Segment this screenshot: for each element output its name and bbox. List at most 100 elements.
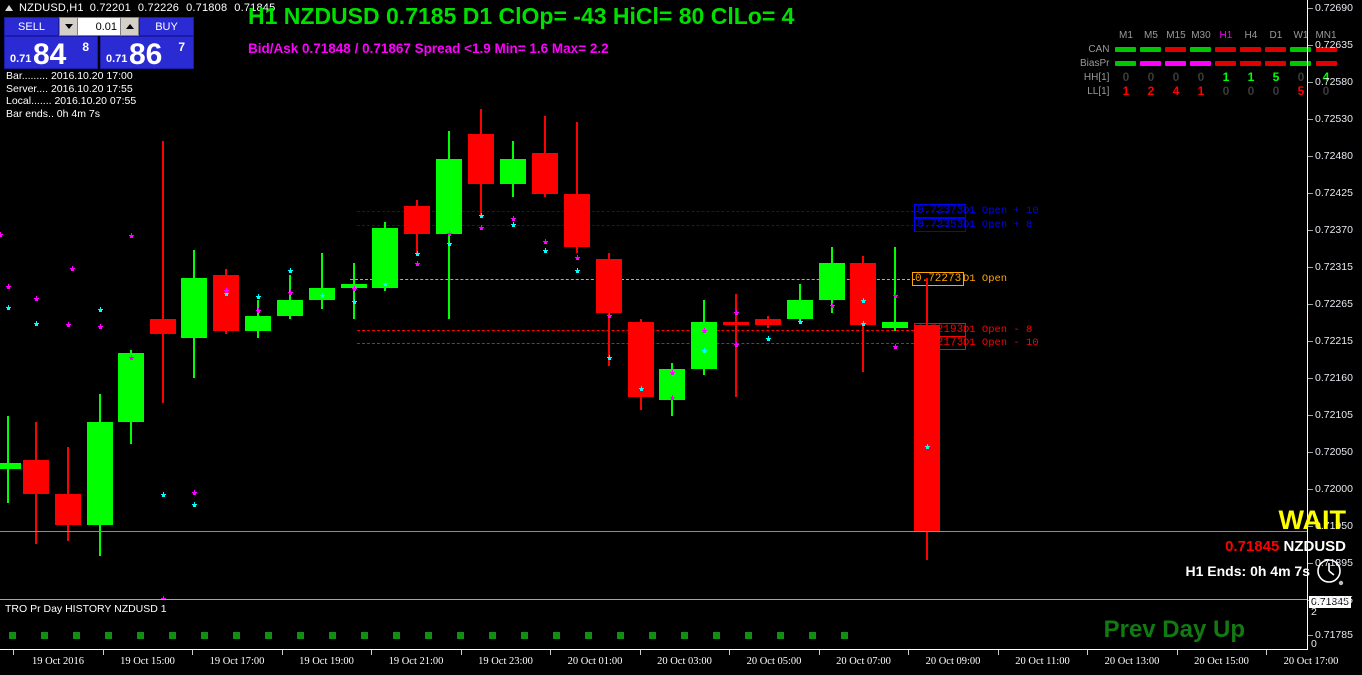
dash-cell: 1 [1122, 84, 1130, 98]
dash-row-label: LL[1] [1087, 85, 1110, 97]
dash-cell: 1 [1222, 70, 1230, 84]
ohlc-close: 0.71845 [234, 2, 276, 14]
dash-cell [1313, 56, 1338, 70]
subwindow-scale-label: 0 [1311, 638, 1317, 650]
dash-cell [1213, 42, 1238, 56]
price-axis[interactable]: 0.72690 0.72635 0.72580 0.72530 0.72480 0.724… [1307, 0, 1362, 650]
dash-tf-H4[interactable]: H4 [1244, 29, 1258, 41]
local-time-label: Local....... [6, 95, 52, 108]
history-dot [521, 632, 528, 639]
signal-marker [255, 302, 262, 313]
price-tick [1308, 230, 1313, 231]
dash-cell: 0 [1147, 70, 1155, 84]
level-description: D1 Open + 8 [963, 219, 1033, 231]
signal-marker [574, 262, 581, 273]
price-tick [1308, 526, 1313, 527]
lot-increment-button[interactable] [120, 17, 139, 36]
time-tick-label: 20 Oct 05:00 [746, 656, 802, 667]
time-tick-label: 19 Oct 19:00 [299, 656, 354, 667]
buy-button[interactable]: BUY [139, 17, 194, 36]
signal-marker [128, 349, 135, 360]
lot-size-stepper[interactable]: 0.01 [59, 17, 139, 36]
dash-tf-M15[interactable]: M15 [1166, 29, 1186, 41]
dash-cell [1188, 56, 1213, 70]
sell-button[interactable]: SELL [4, 17, 59, 36]
dash-cell [1138, 56, 1163, 70]
ask-price-point: 7 [178, 40, 185, 54]
level-price-label[interactable]: 0.72273 [912, 272, 965, 286]
bar-countdown-label: H1 Ends: 0h 4m 7s [1185, 563, 1311, 579]
bid-price-display[interactable]: 0.71 84 8 [4, 36, 98, 70]
dash-cell [1113, 56, 1138, 70]
history-dot [553, 632, 560, 639]
dash-tf-M1[interactable]: M1 [1119, 29, 1133, 41]
level-description: D1 Open + 10 [963, 205, 1039, 217]
dash-cell: 1 [1247, 70, 1255, 84]
signal-marker [446, 235, 453, 246]
dash-cell: 0 [1272, 84, 1280, 98]
last-price-symbol: NZDUSD [1283, 538, 1347, 555]
lot-size-input[interactable]: 0.01 [78, 17, 120, 36]
signal-marker [351, 280, 358, 291]
signal-marker [97, 301, 104, 312]
bar-ends-label: Bar ends.. [6, 107, 54, 120]
signal-marker [287, 262, 294, 273]
signal-marker [606, 307, 613, 318]
price-tick-label: 0.72690 [1315, 2, 1353, 14]
history-dot [649, 632, 656, 639]
server-time-label: Server.... [6, 82, 49, 95]
history-dot [777, 632, 784, 639]
dash-tf-H1[interactable]: H1 [1219, 29, 1233, 41]
dash-tf-D1[interactable]: D1 [1269, 29, 1283, 41]
history-dot [265, 632, 272, 639]
time-axis[interactable]: 19 Oct 2016 19 Oct 15:00 19 Oct 17:00 19 Oc… [0, 649, 1338, 675]
time-tick-label: 20 Oct 03:00 [657, 656, 712, 667]
signal-marker [638, 380, 645, 391]
history-dot [585, 632, 592, 639]
level-line [357, 225, 949, 226]
dash-tf-M5[interactable]: M5 [1144, 29, 1158, 41]
last-price-readout: 0.71845 NZDUSD [1225, 538, 1346, 555]
history-dot [297, 632, 304, 639]
signal-marker [860, 315, 867, 326]
time-tick-label: 20 Oct 11:00 [1015, 656, 1070, 667]
history-dot [745, 632, 752, 639]
level-price-label[interactable]: 0.72353 [914, 218, 967, 232]
bar-time-value: 2016.10.20 17:00 [50, 70, 133, 82]
time-tick [729, 650, 730, 655]
history-dot [233, 632, 240, 639]
level-price-label[interactable]: 0.72373 [914, 204, 967, 218]
collapse-icon[interactable] [5, 5, 13, 11]
prev-day-signal: Prev Day Up [1103, 616, 1245, 643]
history-dot [489, 632, 496, 639]
dash-cell: 0 [1222, 84, 1230, 98]
signal-marker [701, 322, 708, 333]
signal-marker [446, 225, 453, 236]
candle-body [372, 228, 398, 288]
ohlc-low: 0.71808 [186, 2, 228, 14]
price-tick-label: 0.71845 [1315, 594, 1353, 606]
signal-marker [128, 227, 135, 238]
price-tick-label: 0.72000 [1315, 483, 1353, 495]
dash-tf-W1[interactable]: W1 [1293, 29, 1309, 41]
time-tick [13, 650, 14, 655]
signal-marker [5, 278, 12, 289]
ohlc-values: 0.72201 0.72226 0.71808 0.71845 [90, 2, 276, 14]
time-tick [639, 650, 641, 655]
price-chart-canvas[interactable]: 0.72373 D1 Open + 10 0.72353 D1 Open + 8 0.7… [0, 16, 1307, 599]
dash-cell: 5 [1297, 84, 1305, 98]
ask-price-display[interactable]: 0.71 86 7 [100, 36, 194, 70]
signal-marker [65, 316, 72, 327]
dash-cell [1188, 42, 1213, 56]
lot-decrement-button[interactable] [59, 17, 78, 36]
candle-body [55, 493, 81, 526]
price-tick [1308, 156, 1313, 157]
dash-tf-M30[interactable]: M30 [1191, 29, 1211, 41]
dash-tf-MN1[interactable]: MN1 [1315, 29, 1337, 41]
price-tick-label: 0.72050 [1315, 446, 1353, 458]
time-tick [550, 650, 551, 655]
dash-cell [1163, 42, 1188, 56]
time-tick [1176, 650, 1178, 655]
local-time-value: 2016.10.20 07:55 [54, 95, 137, 108]
indicator-subwindow[interactable]: TRO Pr Day HISTORY NZDUSD 1 Prev Day Up [0, 599, 1307, 650]
